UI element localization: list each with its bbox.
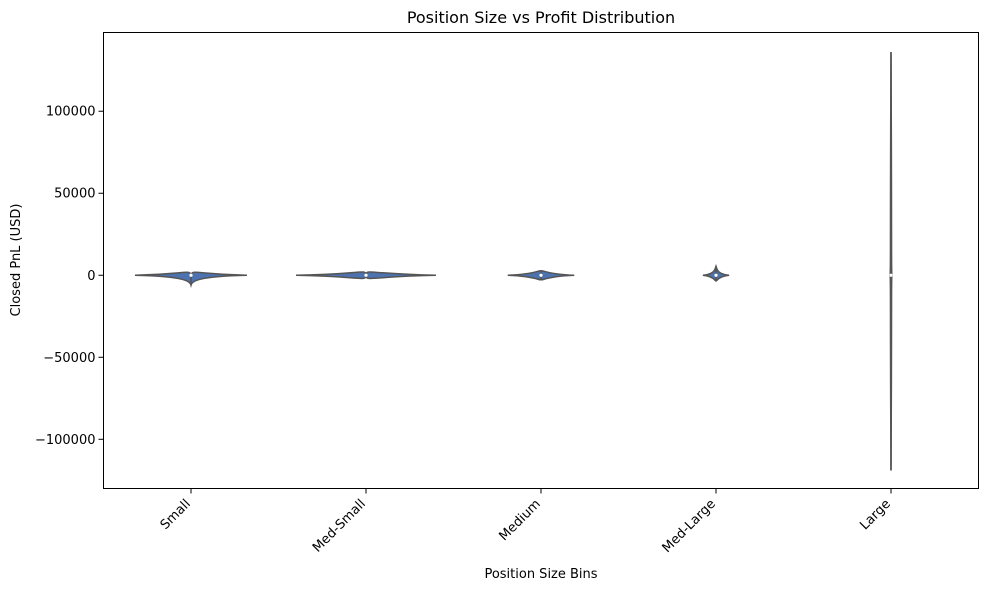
violin-group-medium xyxy=(507,269,575,281)
x-tick-label: Large xyxy=(857,497,893,533)
y-axis-label: Closed PnL (USD) xyxy=(9,204,24,317)
x-axis: Small Med-Small Medium Med-Large Large xyxy=(158,488,894,556)
y-tick-label: −100000 xyxy=(35,433,96,448)
y-tick-label: 100000 xyxy=(46,105,96,120)
x-axis-label: Position Size Bins xyxy=(484,567,597,582)
x-tick-label: Small xyxy=(158,497,194,533)
y-tick-label: 0 xyxy=(87,269,95,284)
plot-area xyxy=(134,52,894,471)
violin-median xyxy=(189,273,193,277)
x-tick-label: Med-Small xyxy=(310,497,369,556)
y-tick-label: 50000 xyxy=(54,187,95,202)
violin-median xyxy=(539,273,543,277)
violin-median xyxy=(889,273,893,277)
violin-group-med-large xyxy=(702,263,730,282)
chart-title: Position Size vs Profit Distribution xyxy=(407,8,675,27)
plot-frame xyxy=(103,32,979,489)
y-axis: −100000 −50000 0 50000 100000 xyxy=(35,105,104,448)
violin-group-large xyxy=(888,52,894,471)
x-tick-label: Med-Large xyxy=(660,497,719,556)
violin-group-small xyxy=(134,271,248,289)
violin-median xyxy=(714,273,718,277)
violin-median xyxy=(364,273,368,277)
y-tick-label: −50000 xyxy=(43,351,95,366)
violin-group-med-small xyxy=(295,271,437,280)
x-tick-label: Medium xyxy=(496,497,543,544)
